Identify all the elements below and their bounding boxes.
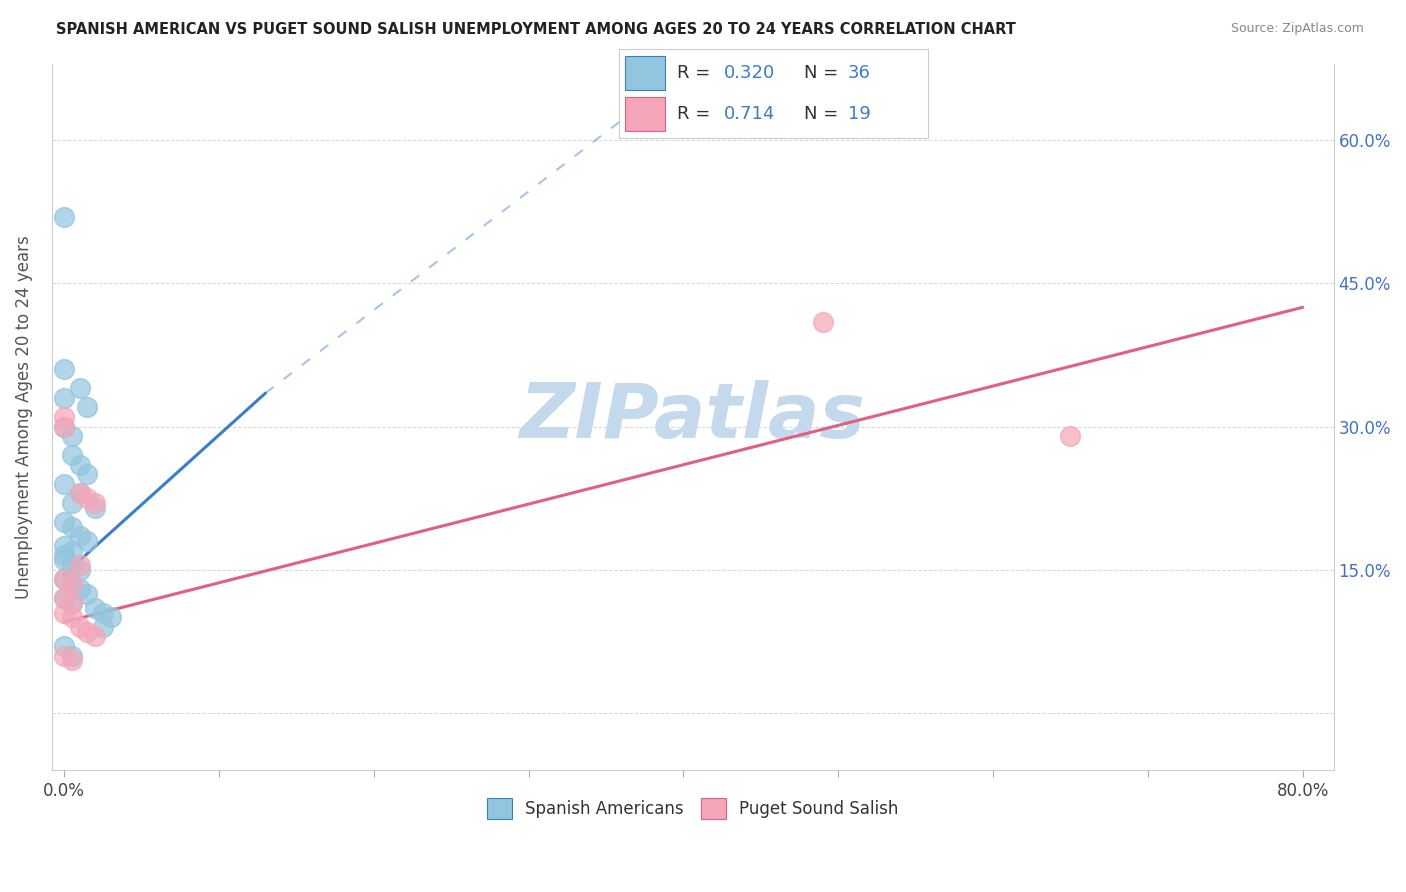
Point: [84, 496, 107, 510]
Point: [60, 577, 83, 591]
Point: [53, 549, 76, 563]
Text: N =: N =: [804, 64, 844, 82]
Point: [53, 515, 76, 529]
Point: [69, 486, 91, 500]
Point: [53, 591, 76, 606]
Text: SPANISH AMERICAN VS PUGET SOUND SALISH UNEMPLOYMENT AMONG AGES 20 TO 24 YEARS CO: SPANISH AMERICAN VS PUGET SOUND SALISH U…: [56, 22, 1017, 37]
Point: [76, 401, 98, 415]
Text: R =: R =: [678, 105, 717, 123]
Point: [69, 529, 91, 543]
Point: [60, 429, 83, 443]
Point: [60, 653, 83, 667]
Point: [53, 572, 76, 586]
Point: [53, 391, 76, 405]
Point: [84, 600, 107, 615]
Point: [53, 639, 76, 653]
Point: [811, 315, 834, 329]
Point: [76, 534, 98, 549]
Point: [60, 648, 83, 663]
Text: R =: R =: [678, 64, 717, 82]
Point: [60, 496, 83, 510]
Point: [53, 210, 76, 224]
Point: [84, 629, 107, 643]
Point: [53, 606, 76, 620]
Point: [60, 596, 83, 610]
FancyBboxPatch shape: [624, 97, 665, 131]
Y-axis label: Unemployment Among Ages 20 to 24 years: Unemployment Among Ages 20 to 24 years: [15, 235, 32, 599]
Point: [53, 410, 76, 425]
Point: [69, 563, 91, 577]
Point: [53, 572, 76, 586]
Point: [53, 553, 76, 567]
Point: [60, 558, 83, 572]
Point: [76, 491, 98, 505]
Point: [69, 558, 91, 572]
Point: [91, 620, 114, 634]
Text: 0.320: 0.320: [724, 64, 775, 82]
Text: ZIPatlas: ZIPatlas: [520, 380, 866, 454]
Point: [60, 596, 83, 610]
Text: 0.714: 0.714: [724, 105, 775, 123]
Point: [60, 577, 83, 591]
Point: [53, 539, 76, 553]
Legend: Spanish Americans, Puget Sound Salish: Spanish Americans, Puget Sound Salish: [481, 791, 905, 825]
Point: [69, 620, 91, 634]
Point: [76, 467, 98, 482]
Point: [69, 582, 91, 596]
Point: [53, 419, 76, 434]
Point: [60, 543, 83, 558]
FancyBboxPatch shape: [624, 56, 665, 90]
Point: [60, 448, 83, 462]
Point: [53, 591, 76, 606]
Point: [91, 606, 114, 620]
Point: [76, 586, 98, 600]
Text: Source: ZipAtlas.com: Source: ZipAtlas.com: [1230, 22, 1364, 36]
Point: [53, 419, 76, 434]
Point: [1059, 429, 1081, 443]
Point: [76, 624, 98, 639]
Point: [69, 381, 91, 395]
Point: [69, 486, 91, 500]
Point: [69, 458, 91, 472]
Text: N =: N =: [804, 105, 844, 123]
Point: [100, 610, 122, 624]
Point: [53, 648, 76, 663]
Point: [84, 500, 107, 515]
Point: [60, 610, 83, 624]
Point: [60, 520, 83, 534]
Point: [53, 362, 76, 376]
Text: 36: 36: [848, 64, 870, 82]
Point: [53, 476, 76, 491]
Text: 19: 19: [848, 105, 870, 123]
